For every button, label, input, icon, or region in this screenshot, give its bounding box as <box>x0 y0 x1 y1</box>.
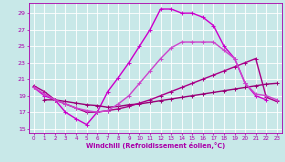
X-axis label: Windchill (Refroidissement éolien,°C): Windchill (Refroidissement éolien,°C) <box>86 142 225 149</box>
